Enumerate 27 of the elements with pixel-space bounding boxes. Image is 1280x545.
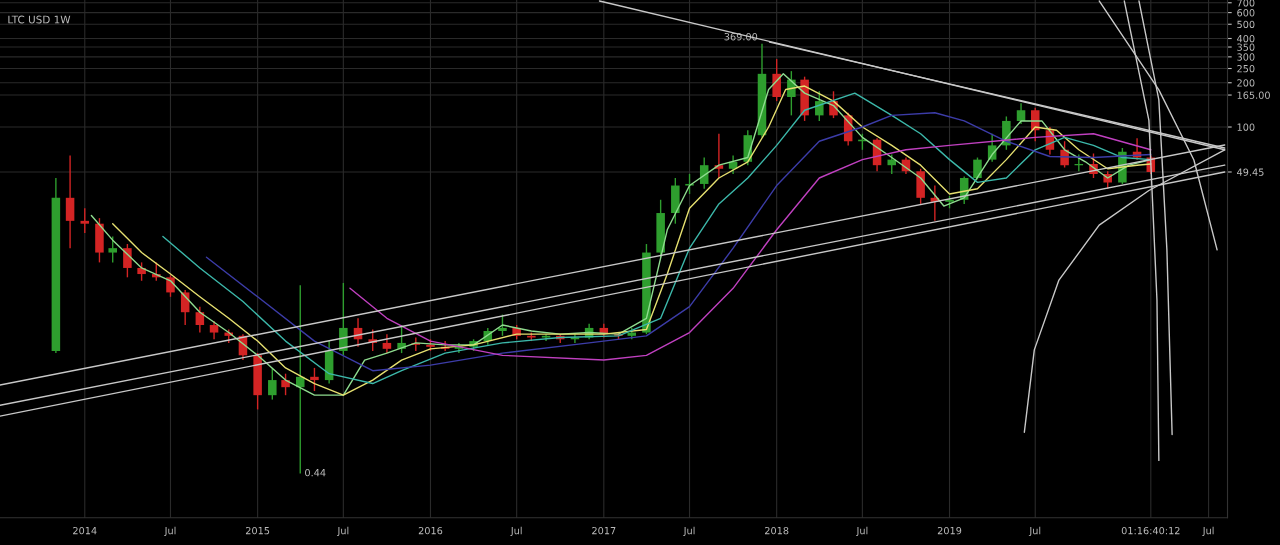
x-tick-label: Jul [336,526,349,537]
x-tick-label: 01:16:40:12 [1121,526,1180,535]
x-tick-label: 2014 [73,526,97,535]
x-tick-label: 2018 [765,526,789,535]
y-tick-label: 165.00 [1237,91,1270,99]
y-tick-label: 300 [1237,53,1255,61]
annotation: 0.44 [305,468,326,477]
y-tick-label: 250 [1237,64,1255,73]
x-tick-label: 2016 [418,526,443,535]
x-tick-label: 2019 [937,526,962,535]
y-tick-label: 600 [1237,9,1255,17]
y-tick-label: 100 [1237,123,1255,131]
y-tick-label: 49.45 [1237,168,1264,176]
x-tick-label: Jul [856,526,868,537]
y-tick-label: 200 [1237,79,1255,87]
y-tick-label: 400 [1237,34,1255,43]
x-tick-label: Jul [1202,526,1214,537]
x-tick-label: Jul [1028,526,1041,537]
y-tick-label: 700 [1237,0,1255,7]
x-tick-label: 2015 [245,526,270,535]
x-tick-label: Jul [164,526,176,537]
x-tick-label: Jul [683,526,695,537]
y-tick-label: 350 [1237,43,1255,51]
y-tick-label: 500 [1237,20,1255,29]
text: LTC USD 1W [8,15,71,24]
x-tick-label: Jul [510,526,522,537]
x-tick-label: 2017 [592,526,616,535]
